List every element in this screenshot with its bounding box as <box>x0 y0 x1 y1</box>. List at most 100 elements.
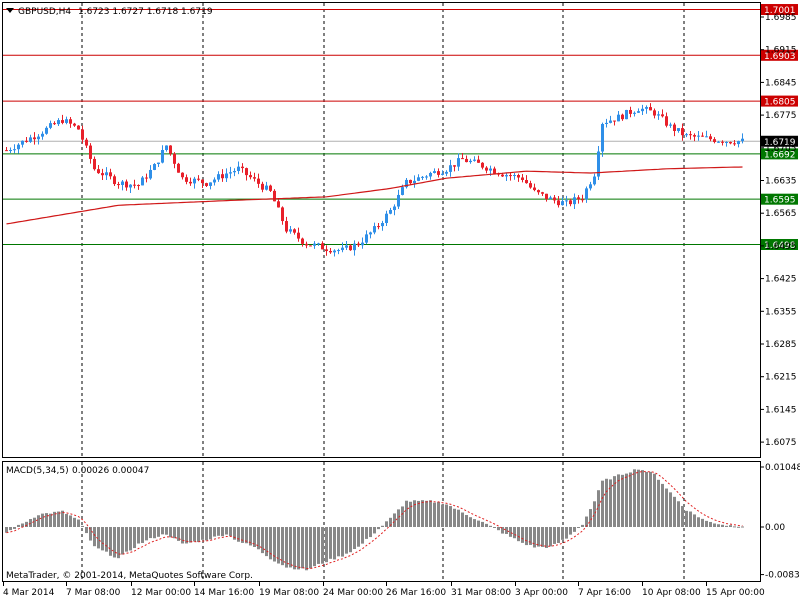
macd-tick-label: -0.00831 <box>765 571 800 581</box>
macd-bar <box>241 527 244 543</box>
macd-bar <box>397 509 400 527</box>
candle-body <box>77 125 80 130</box>
candle-body <box>5 150 8 152</box>
macd-bar <box>653 473 656 527</box>
macd-bar <box>193 527 196 542</box>
macd-bar <box>713 523 716 527</box>
macd-bar <box>157 527 160 537</box>
candle-body <box>701 135 704 137</box>
candle-body <box>477 159 480 163</box>
candle-body <box>277 201 280 208</box>
sr-levels: 1.7001 1.6903 1.6805 1.6692 1.6595 1.6498 1.67… <box>3 4 798 251</box>
candle-body <box>425 176 428 178</box>
candle-body <box>405 179 408 188</box>
candle-body <box>13 149 16 151</box>
candle-body <box>409 179 412 184</box>
candle-body <box>577 197 580 200</box>
candle-body <box>329 251 332 253</box>
macd-bar <box>93 527 96 547</box>
candle-body <box>421 176 424 178</box>
candle-body <box>645 107 648 109</box>
macd-bar <box>569 527 572 535</box>
time-tick-label: 15 Apr 00:00 <box>706 588 765 598</box>
price-tick-label: 1.6425 <box>765 275 797 285</box>
macd-bar <box>721 524 724 527</box>
macd-bar <box>13 527 16 529</box>
candle-body <box>173 153 176 164</box>
candle-body <box>669 124 672 126</box>
macd-bar <box>417 500 420 527</box>
candle-body <box>625 109 628 120</box>
macd-bar <box>253 527 256 548</box>
candle-body <box>725 141 728 143</box>
candle-body <box>465 158 468 163</box>
candle-body <box>649 107 652 111</box>
macd-bar <box>45 513 48 527</box>
macd-bar <box>197 527 200 543</box>
macd-bar <box>593 501 596 527</box>
candle-body <box>125 181 128 188</box>
level-label: 1.6903 <box>764 52 796 62</box>
macd-bar <box>9 527 12 531</box>
candle-body <box>105 172 108 176</box>
macd-bar <box>89 527 92 541</box>
candle-body <box>205 183 208 186</box>
candle-body <box>341 247 344 251</box>
candle-body <box>269 185 272 191</box>
candle-body <box>633 112 636 114</box>
macd-bar <box>133 527 136 549</box>
candle-body <box>189 181 192 184</box>
candle-body <box>621 114 624 120</box>
macd-bar <box>549 527 552 547</box>
candle-body <box>249 175 252 178</box>
macd-bar <box>69 515 72 527</box>
candles <box>5 103 744 257</box>
candle-body <box>97 169 100 174</box>
candle-body <box>297 232 300 239</box>
macd-bar <box>449 506 452 527</box>
macd-bar <box>613 476 616 527</box>
price-tick-label: 1.6705 <box>765 144 797 154</box>
candle-body <box>545 193 548 200</box>
macd-bar <box>105 527 108 552</box>
candle-body <box>661 114 664 117</box>
macd-bar <box>129 527 132 551</box>
macd-bar <box>517 527 520 542</box>
candle-body <box>185 177 188 182</box>
candle-body <box>629 109 632 114</box>
macd-bar <box>429 500 432 527</box>
candle-body <box>693 135 696 137</box>
macd-bar <box>717 524 720 527</box>
candle-body <box>245 168 248 176</box>
level-label-box <box>761 238 798 250</box>
dropdown-arrow-icon[interactable] <box>6 8 14 13</box>
macd-bar <box>641 470 644 527</box>
candle-body <box>361 242 364 246</box>
candle-body <box>581 199 584 201</box>
macd-bar <box>229 527 232 537</box>
macd-bar <box>485 523 488 527</box>
candle-body <box>681 128 684 136</box>
candle-body <box>61 120 64 123</box>
price-tick-label: 1.6985 <box>765 13 797 23</box>
macd-bar <box>125 527 128 552</box>
candle-body <box>553 197 556 201</box>
ohlc-values: 1.6723 1.6727 1.6718 1.6719 <box>78 7 213 17</box>
candle-body <box>21 140 24 145</box>
macd-bar <box>521 527 524 543</box>
candle-body <box>705 136 708 138</box>
candle-body <box>729 141 732 144</box>
candle-body <box>357 243 360 246</box>
macd-bar <box>205 527 208 541</box>
macd-bar <box>621 474 624 527</box>
macd-bar <box>233 527 236 540</box>
candle-body <box>429 172 432 177</box>
macd-bar <box>285 527 288 568</box>
macd-bar <box>137 527 140 544</box>
candle-body <box>57 120 60 125</box>
macd-bar <box>345 527 348 554</box>
candle-body <box>121 181 124 185</box>
candle-body <box>321 243 324 250</box>
candle-body <box>113 176 116 185</box>
